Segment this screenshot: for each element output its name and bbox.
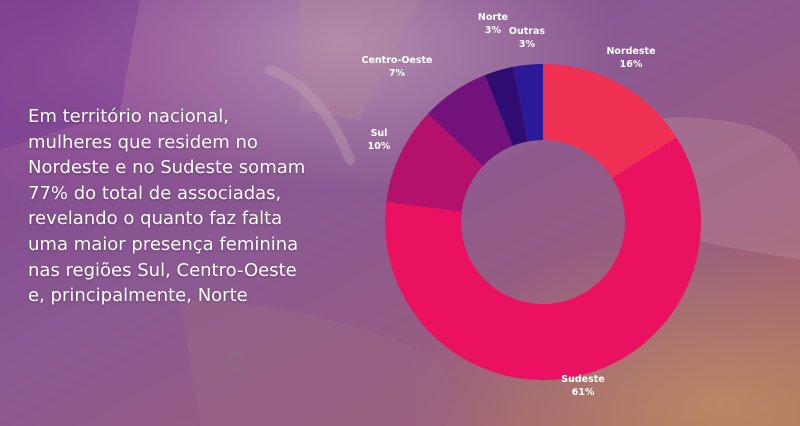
slice-label: Outras	[509, 26, 545, 37]
caption-line: Nordeste e no Sudeste somam	[28, 157, 306, 179]
donut-slice-outras	[513, 64, 543, 142]
caption-line: uma maior presença feminina	[28, 233, 299, 255]
slice-label: Sul	[371, 128, 388, 139]
donut-slice-sudeste	[384, 137, 701, 381]
slice-value-label: 3%	[519, 39, 536, 50]
slice-value-label: 7%	[389, 68, 406, 79]
caption-line: e, principalmente, Norte	[28, 285, 248, 307]
caption-line: nas regiões Sul, Centro-Oeste	[28, 259, 297, 281]
slice-value-label: 61%	[572, 387, 595, 398]
caption-text: Em território nacional, mulheres que res…	[28, 104, 318, 309]
donut-slice-norte	[484, 66, 528, 146]
slice-label: Centro-Oeste	[361, 55, 432, 66]
slice-value-label: 3%	[485, 25, 502, 36]
slice-value-label: 10%	[368, 141, 391, 152]
slice-label: Nordeste	[606, 46, 655, 57]
caption-line: mulheres que residem no	[28, 131, 258, 153]
caption-line: 77% do total de associadas,	[28, 182, 282, 204]
donut-slice-nordeste	[543, 64, 677, 179]
donut-slice-centro-oeste	[427, 75, 513, 166]
slice-value-label: 16%	[620, 59, 643, 70]
caption-line: Em território nacional,	[28, 106, 229, 127]
slice-label: Norte	[478, 12, 508, 23]
slice-label: Sudeste	[561, 374, 605, 385]
donut-slice-sul	[386, 113, 484, 212]
caption-line: revelando o quanto faz falta	[28, 208, 283, 230]
